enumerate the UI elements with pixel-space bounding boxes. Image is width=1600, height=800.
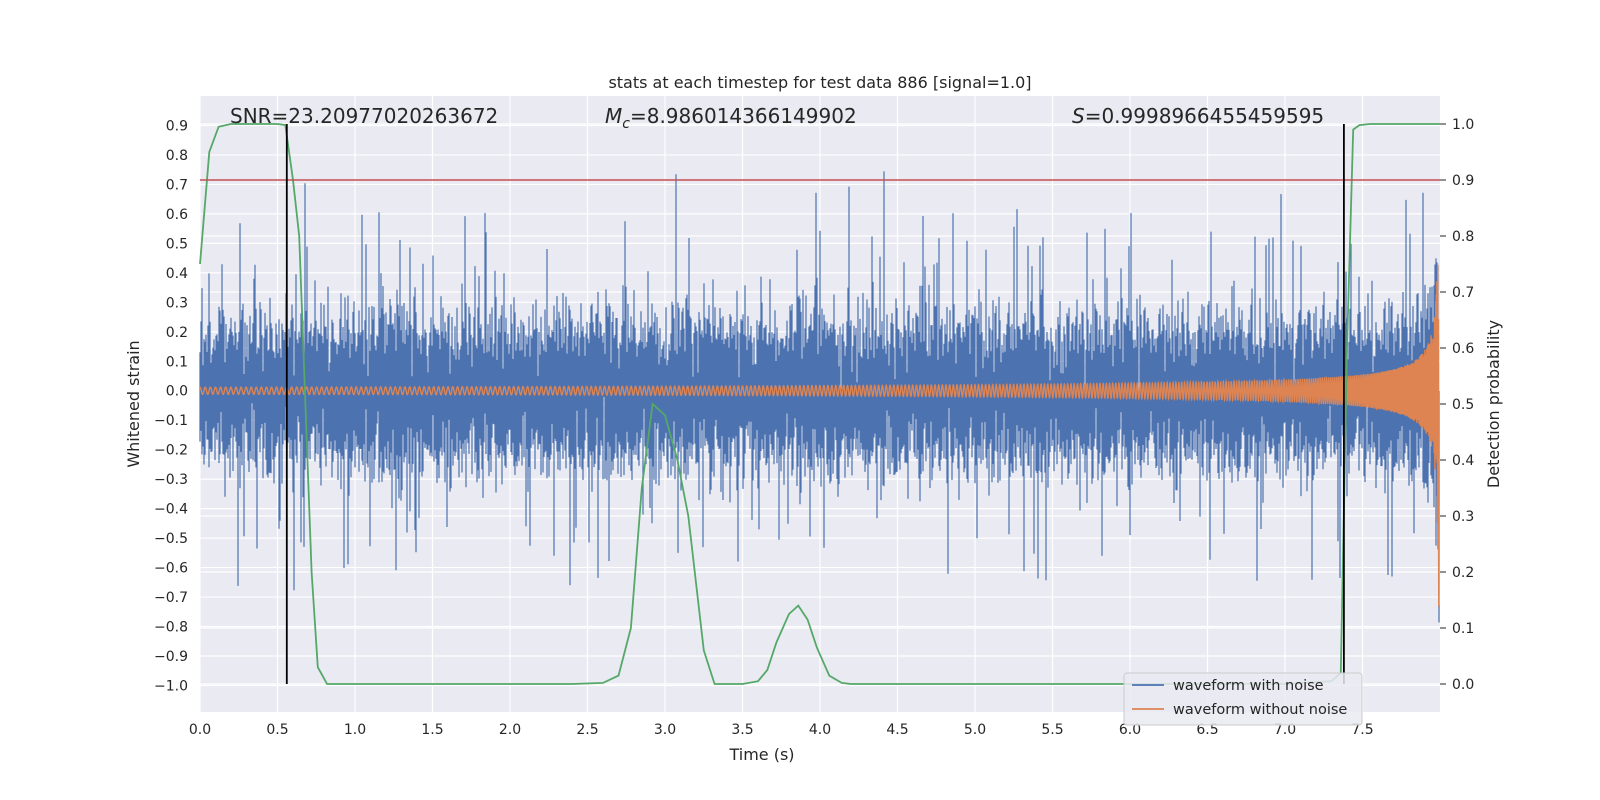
y-tick-label: 0.9 xyxy=(166,118,188,134)
y2-tick-label: 0.1 xyxy=(1452,621,1474,637)
y2-axis-title: Detection probability xyxy=(1484,320,1503,488)
y-tick-label: −0.5 xyxy=(154,531,188,547)
x-tick-label: 3.5 xyxy=(731,722,753,738)
y-tick-label: 0.4 xyxy=(166,266,188,282)
x-axis-ticks: 0.0 0.5 1.0 1.5 2.0 2.5 3.0 3.5 4.0 4.5 5.0 5.5 6.0 6… xyxy=(189,722,1374,738)
significance-annotation: S=0.9998966455459595 xyxy=(1072,104,1324,128)
waveform-without-noise-series xyxy=(199,264,1440,607)
y2-axis-ticks: 1.0 0.9 0.8 0.7 0.6 0.5 0.4 0.3 0.2 0.1 0.0 xyxy=(1440,117,1474,693)
y2-tick-label: 0.4 xyxy=(1452,453,1474,469)
y2-tick-label: 0.5 xyxy=(1452,397,1474,413)
x-tick-label: 7.0 xyxy=(1274,722,1296,738)
x-tick-label: 1.0 xyxy=(344,722,366,738)
x-tick-label: 1.5 xyxy=(421,722,443,738)
waveform-without-noise-line xyxy=(199,264,1440,607)
y-tick-label: 0.0 xyxy=(166,384,188,400)
x-tick-label: 0.5 xyxy=(266,722,288,738)
y2-tick-label: 0.9 xyxy=(1452,173,1474,189)
y-tick-label: 0.1 xyxy=(166,354,188,370)
y-tick-label: −0.7 xyxy=(154,590,188,606)
y-tick-label: −1.0 xyxy=(154,678,188,694)
chirp-mass-symbol: M xyxy=(605,104,622,128)
y2-tick-label: 0.3 xyxy=(1452,509,1474,525)
chirp-mass-subscript: c xyxy=(622,116,630,132)
y2-tick-label: 0.7 xyxy=(1452,285,1474,301)
y-axis-ticks: 0.9 0.8 0.7 0.6 0.5 0.4 0.3 0.2 0.1 0.0 −0.1 −0.2 −0… xyxy=(154,118,188,694)
y2-tick-label: 1.0 xyxy=(1452,117,1474,133)
x-tick-label: 4.0 xyxy=(809,722,831,738)
significance-symbol: S xyxy=(1072,104,1085,128)
legend-label-clean: waveform without noise xyxy=(1173,702,1347,718)
chirp-mass-annotation: Mc=8.986014366149902 xyxy=(605,104,857,132)
x-axis-title: Time (s) xyxy=(728,745,794,764)
y-tick-label: −0.8 xyxy=(154,620,188,636)
y-tick-label: 0.2 xyxy=(166,325,188,341)
x-tick-label: 0.0 xyxy=(189,722,211,738)
legend-label-noisy: waveform with noise xyxy=(1173,678,1324,694)
overlays xyxy=(200,124,1440,684)
x-tick-label: 5.5 xyxy=(1041,722,1063,738)
legend: waveform with noise waveform without noi… xyxy=(1123,672,1363,726)
y2-tick-label: 0.6 xyxy=(1452,341,1474,357)
y2-tick-label: 0.2 xyxy=(1452,565,1474,581)
x-tick-label: 7.5 xyxy=(1351,722,1373,738)
snr-annotation: SNR=23.20977020263672 xyxy=(230,104,498,128)
y-tick-label: 0.6 xyxy=(166,207,188,223)
y-tick-label: 0.7 xyxy=(166,177,188,193)
y2-tick-label: 0.8 xyxy=(1452,229,1474,245)
y-tick-label: 0.8 xyxy=(166,148,188,164)
significance-value: =0.9998966455459595 xyxy=(1085,104,1324,128)
y-tick-label: 0.5 xyxy=(166,236,188,252)
y-tick-label: 0.3 xyxy=(166,295,188,311)
x-tick-label: 2.0 xyxy=(499,722,521,738)
x-tick-label: 6.5 xyxy=(1196,722,1218,738)
y2-tick-label: 0.0 xyxy=(1452,677,1474,693)
y-tick-label: −0.4 xyxy=(154,502,188,518)
chart-title: stats at each timestep for test data 886… xyxy=(608,73,1031,92)
y-tick-label: −0.9 xyxy=(154,649,188,665)
y-axis-title: Whitened strain xyxy=(124,340,143,467)
chirp-mass-value: =8.986014366149902 xyxy=(630,104,857,128)
x-tick-label: 3.0 xyxy=(654,722,676,738)
y-tick-label: −0.2 xyxy=(154,443,188,459)
x-tick-label: 5.0 xyxy=(964,722,986,738)
y-tick-label: −0.3 xyxy=(154,472,188,488)
x-tick-label: 6.0 xyxy=(1119,722,1141,738)
x-tick-label: 4.5 xyxy=(886,722,908,738)
legend-box xyxy=(1123,672,1363,726)
y-tick-label: −0.1 xyxy=(154,413,188,429)
x-tick-label: 2.5 xyxy=(576,722,598,738)
y-tick-label: −0.6 xyxy=(154,561,188,577)
